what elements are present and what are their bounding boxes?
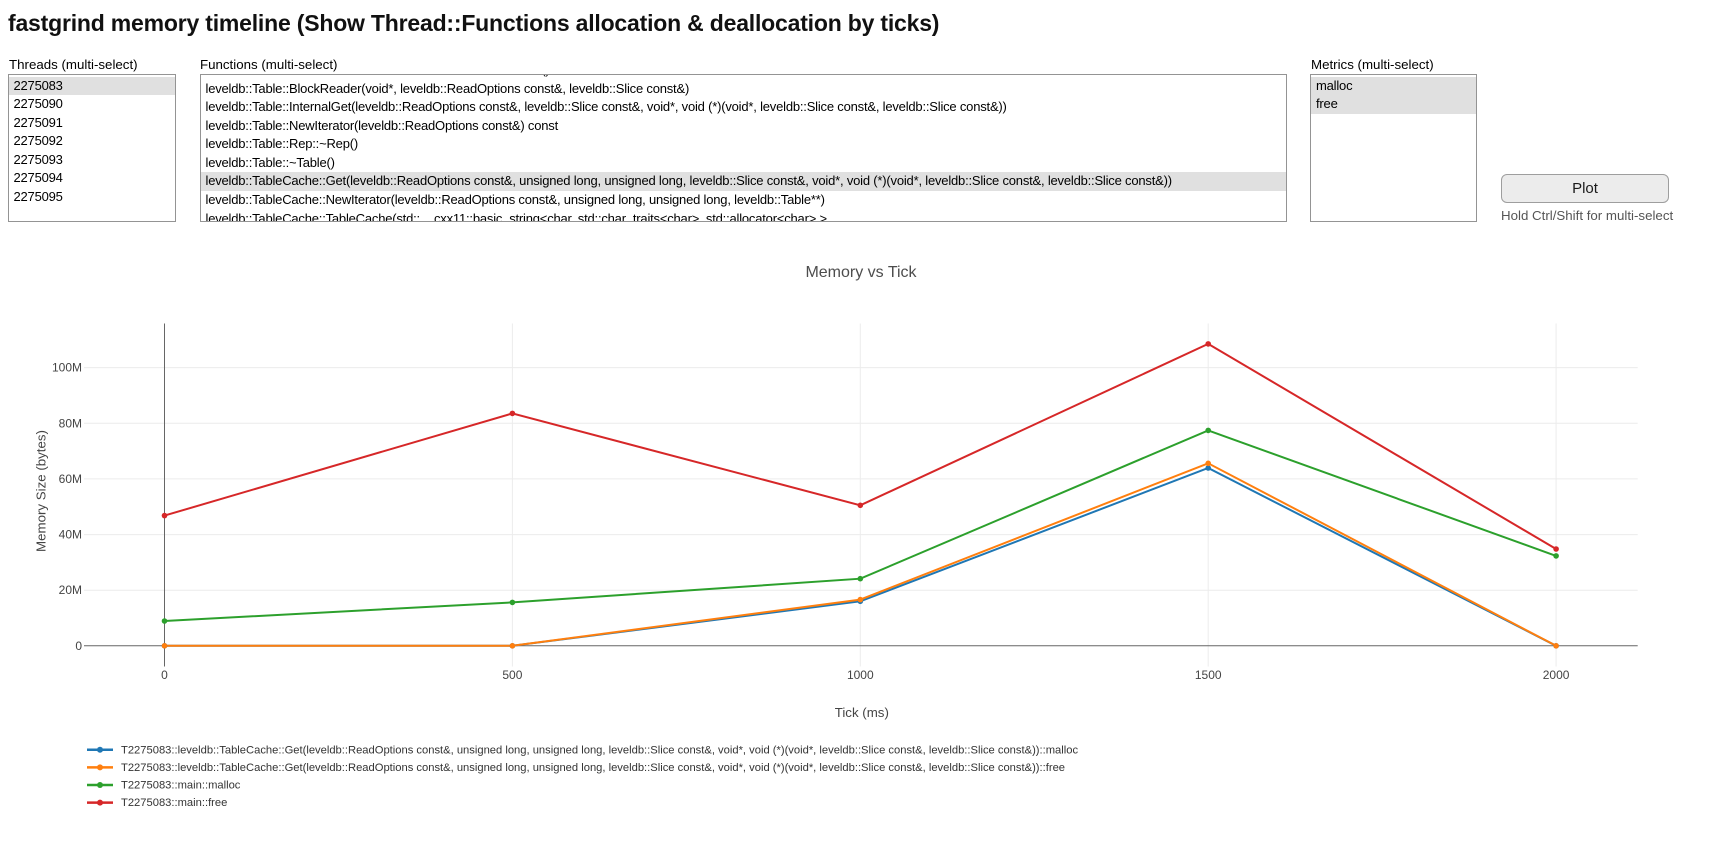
svg-text:0: 0 [161,668,168,682]
svg-text:1500: 1500 [1195,668,1222,682]
svg-text:Memory vs Tick: Memory vs Tick [805,264,917,281]
svg-text:Tick (ms): Tick (ms) [835,705,889,720]
svg-text:20M: 20M [59,583,82,597]
svg-text:T2275083::main::malloc: T2275083::main::malloc [121,780,241,792]
svg-text:Memory Size (bytes): Memory Size (bytes) [34,430,49,552]
svg-text:1000: 1000 [847,668,874,682]
svg-text:T2275083::leveldb::TableCache:: T2275083::leveldb::TableCache::Get(level… [121,762,1065,774]
svg-text:100M: 100M [52,361,82,375]
svg-text:500: 500 [502,668,522,682]
svg-text:0: 0 [75,639,82,653]
svg-text:60M: 60M [59,472,82,486]
svg-text:80M: 80M [59,416,82,430]
svg-text:T2275083::leveldb::TableCache:: T2275083::leveldb::TableCache::Get(level… [121,744,1078,756]
svg-text:T2275083::main::free: T2275083::main::free [121,797,227,809]
svg-text:2000: 2000 [1543,668,1570,682]
svg-text:40M: 40M [59,528,82,542]
